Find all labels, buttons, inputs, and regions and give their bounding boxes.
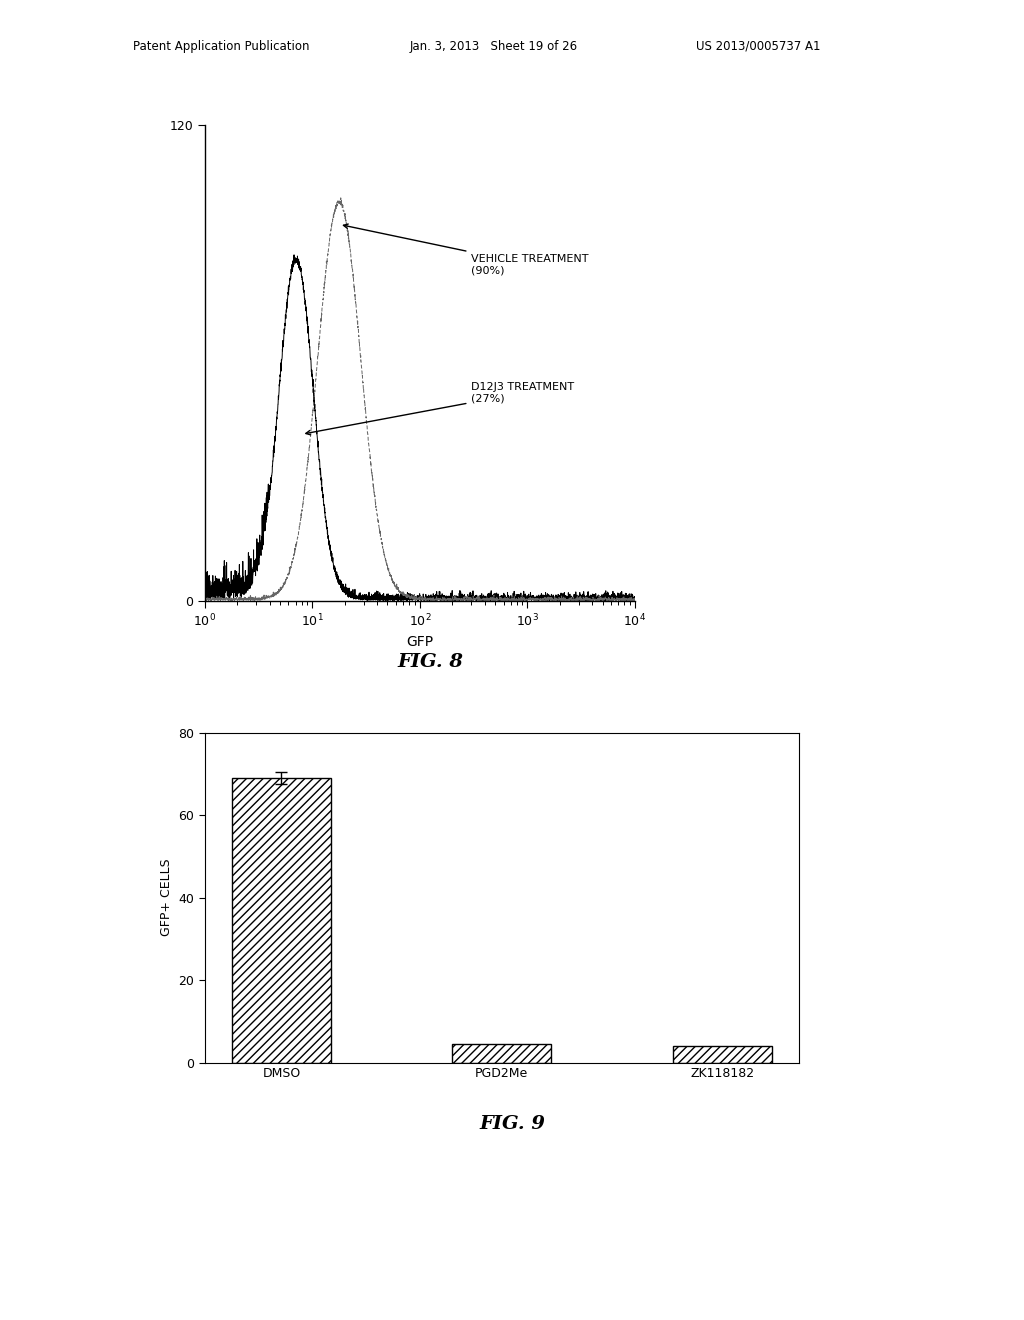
Text: VEHICLE TREATMENT
(90%): VEHICLE TREATMENT (90%)	[343, 224, 589, 276]
Text: Patent Application Publication: Patent Application Publication	[133, 40, 309, 53]
Text: FIG. 8: FIG. 8	[397, 653, 463, 672]
Text: D12J3 TREATMENT
(27%): D12J3 TREATMENT (27%)	[306, 381, 574, 434]
Text: FIG. 9: FIG. 9	[479, 1115, 545, 1134]
Text: Jan. 3, 2013   Sheet 19 of 26: Jan. 3, 2013 Sheet 19 of 26	[410, 40, 578, 53]
Bar	[673, 1045, 772, 1063]
Y-axis label: GFP+ CELLS: GFP+ CELLS	[160, 859, 173, 936]
Text: US 2013/0005737 A1: US 2013/0005737 A1	[696, 40, 821, 53]
Bar	[453, 1044, 551, 1063]
X-axis label: GFP: GFP	[407, 635, 433, 648]
Bar	[231, 777, 331, 1063]
